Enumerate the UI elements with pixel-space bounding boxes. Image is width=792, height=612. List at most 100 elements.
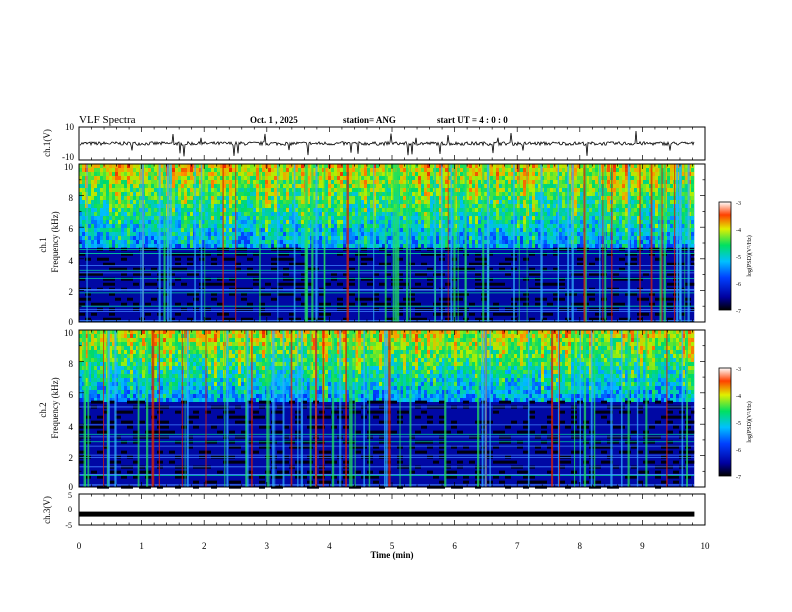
spec-cell (88, 172, 91, 176)
spec-cell (586, 168, 589, 172)
spec-cell (490, 212, 493, 216)
spec-cell (493, 192, 496, 196)
spec-cell (130, 172, 133, 176)
spec-cell (178, 184, 181, 188)
spec-cell (550, 232, 553, 236)
spec-cell (241, 192, 244, 196)
spec-cell (574, 180, 577, 184)
spec-cell (247, 208, 250, 212)
spec-cell (499, 244, 502, 248)
spec-cell (277, 282, 283, 286)
spec-cell (283, 232, 286, 236)
spec-cell (79, 312, 85, 316)
spec-cell (376, 208, 379, 212)
spec-cell (625, 200, 628, 204)
spec-cell (361, 168, 364, 172)
spec-cell (478, 176, 481, 180)
spec-cell (388, 176, 391, 180)
spec-cell (508, 200, 511, 204)
spec-cell (448, 220, 451, 224)
spec-cell (94, 224, 97, 228)
spec-cell (403, 196, 406, 200)
spec-cell (376, 196, 379, 200)
spec-cell (127, 176, 130, 180)
spec-cell (682, 224, 685, 228)
spec-cell (121, 216, 124, 220)
spec-cell (175, 168, 178, 172)
spec-cell (217, 192, 220, 196)
spec-cell (652, 204, 655, 208)
spec-cell (364, 240, 367, 244)
spec-cell (226, 176, 229, 180)
spec-cell (94, 164, 97, 168)
spec-cell (553, 216, 556, 220)
spec-cell (634, 176, 637, 180)
spec-cell (361, 204, 364, 208)
spec-cell (469, 196, 472, 200)
spec-cell (595, 200, 598, 204)
spec-cell (439, 244, 442, 248)
spec-cell (319, 224, 322, 228)
spec-cell (127, 232, 130, 236)
spec-cell (505, 172, 508, 176)
spec-cell (187, 272, 193, 276)
spec-cell (445, 180, 448, 184)
spec-cell (130, 212, 133, 216)
spec-cell (568, 220, 571, 224)
spec-cell (253, 282, 259, 286)
spec-cell (172, 236, 175, 240)
spec-cell (550, 236, 553, 240)
spec-cell (154, 204, 157, 208)
spec-cell (181, 192, 184, 196)
spec-cell (424, 176, 427, 180)
spec-cell (361, 220, 364, 224)
spec-cell (418, 240, 421, 244)
spec-cell (319, 232, 322, 236)
spec-cell (334, 236, 337, 240)
spec-sferic-streak (450, 164, 453, 322)
spec-cell (229, 180, 232, 184)
spec-cell (250, 192, 253, 196)
spec-cell (493, 232, 496, 236)
spec-cell (595, 272, 601, 276)
spec-cell (250, 180, 253, 184)
spec-cell (130, 244, 133, 248)
spec-cell (616, 240, 619, 244)
spec-cell (403, 232, 406, 236)
spec-cell (313, 236, 316, 240)
spec-cell (100, 192, 103, 196)
spec-cell (349, 224, 352, 228)
spec-cell (178, 232, 181, 236)
spec-cell (265, 228, 268, 232)
spec-cell (271, 244, 274, 248)
spec-cell (466, 204, 469, 208)
spec-cell (79, 192, 82, 196)
spec-cell (118, 212, 121, 216)
spec-cell (382, 232, 385, 236)
spec-cell (97, 232, 100, 236)
spec-cell (505, 236, 508, 240)
spec-cell (364, 188, 367, 192)
spec-cell (223, 192, 226, 196)
spec-cell (544, 168, 547, 172)
spec-cell (313, 180, 316, 184)
spec-cell (484, 240, 487, 244)
spec-cell (349, 267, 355, 271)
spec-cell (208, 188, 211, 192)
spec-cell (112, 236, 115, 240)
spec-cell (652, 212, 655, 216)
spec-cell (136, 240, 139, 244)
spec-cell (106, 220, 109, 224)
spec-cell (553, 240, 556, 244)
spec-cell (670, 200, 673, 204)
spec-cell (175, 236, 178, 240)
station-label: station= ANG (343, 115, 396, 125)
spec-cell (163, 292, 169, 296)
spec-cell (97, 208, 100, 212)
spec-cell (388, 232, 391, 236)
spec-cell (502, 184, 505, 188)
spec-cell (523, 180, 526, 184)
spec-cell (580, 228, 583, 232)
spec-cell (91, 196, 94, 200)
spec-cell (613, 176, 616, 180)
